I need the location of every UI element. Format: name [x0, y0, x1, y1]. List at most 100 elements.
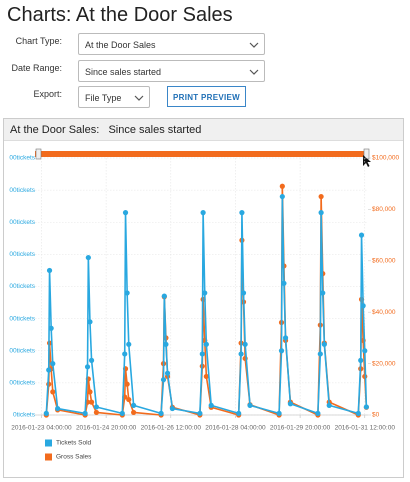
data-point [326, 402, 332, 408]
y2-tick-label: $0 [372, 412, 380, 419]
select[interactable]: At the Door Sales [78, 33, 265, 55]
data-point [87, 319, 93, 325]
x-tick-label: 2016-01-24 20:00:00 [76, 425, 137, 432]
series-line [45, 195, 368, 415]
field-label: Date Range: [11, 63, 62, 73]
data-point [247, 402, 253, 408]
data-point [360, 303, 366, 309]
data-point [161, 293, 167, 299]
data-point [317, 351, 323, 357]
data-point [46, 267, 53, 274]
navigator-handle[interactable] [35, 148, 42, 160]
data-point [203, 373, 209, 380]
data-point [124, 381, 130, 387]
data-point [355, 410, 361, 416]
data-point [363, 404, 369, 410]
legend-label: Gross Sales [56, 454, 92, 461]
data-point [240, 290, 247, 296]
data-point [163, 341, 169, 347]
data-point [46, 367, 52, 373]
data-point [203, 341, 209, 347]
y2-tick-label: $60,000 [372, 258, 396, 265]
data-point [169, 405, 176, 412]
data-point [87, 389, 93, 395]
data-point [279, 183, 285, 189]
y-tick-label: 00tickets [9, 187, 35, 194]
x-tick-label: 2016-01-29 20:00:00 [270, 425, 331, 432]
data-point [197, 410, 203, 416]
data-point [164, 370, 171, 376]
chevron [134, 95, 144, 101]
y2-tick-label: $20,000 [372, 360, 396, 367]
data-point [279, 193, 285, 200]
data-point [122, 351, 128, 357]
data-point [84, 364, 91, 370]
data-point [358, 357, 364, 363]
y-tick-label: 00tickets [9, 315, 35, 322]
navigator-bar [35, 151, 368, 157]
data-point [55, 405, 61, 412]
data-point [315, 410, 321, 416]
data-point [287, 401, 294, 407]
data-point [158, 410, 164, 416]
data-point [131, 402, 137, 408]
chart-panel: At the Door Sales: Since sales started [3, 118, 404, 478]
select[interactable]: Since sales started [78, 60, 265, 82]
y2-tick-label: $40,000 [372, 309, 396, 316]
data-point [238, 351, 244, 357]
y-tick-label: 00tickets [9, 155, 35, 162]
legend-swatch [45, 439, 52, 447]
x-tick-label: 2016-01-26 12:00:00 [141, 425, 202, 432]
y-tick-label: 00tickets [9, 380, 35, 387]
data-point [122, 210, 129, 216]
data-point [278, 348, 285, 354]
data-point [202, 290, 208, 296]
y2-tick-label: $100,000 [372, 155, 399, 162]
data-point [43, 410, 49, 416]
chart-title: At the Door Sales: [10, 124, 100, 136]
data-point [119, 410, 125, 416]
chart-subtitle: Since sales started [108, 124, 202, 136]
data-point [321, 341, 327, 347]
field-label: Export: [33, 89, 62, 99]
x-tick-label: 2016-01-31 12:00:00 [335, 425, 396, 432]
data-point [358, 232, 365, 238]
print-preview-button[interactable]: PRINT PREVIEW [167, 86, 246, 107]
select[interactable]: File Type [78, 86, 150, 108]
data-point [50, 389, 56, 395]
data-point [362, 348, 368, 354]
data-point [281, 280, 287, 286]
y-tick-label: 00tickets [9, 251, 35, 258]
data-point [131, 409, 137, 416]
data-point [160, 377, 167, 383]
data-point [199, 351, 205, 357]
chevron [249, 69, 259, 75]
x-tick-label: 2016-01-23 04:00:00 [11, 425, 72, 432]
data-point [320, 290, 326, 296]
data-point [242, 341, 248, 347]
data-point [48, 325, 54, 331]
select-value: File Type [85, 93, 122, 103]
data-point [126, 341, 132, 347]
page-title: Charts: At the Door Sales [7, 4, 233, 26]
data-point [318, 210, 324, 216]
y-tick-label: 00tickets [9, 219, 35, 226]
data-point [236, 410, 242, 416]
data-point [126, 396, 132, 403]
data-point [93, 404, 100, 410]
data-point [318, 193, 324, 200]
field-label: Chart Type: [15, 36, 62, 46]
y-tick-label: 00tickets [9, 347, 35, 354]
data-point [208, 402, 214, 408]
data-point [282, 335, 289, 341]
data-point [239, 210, 245, 216]
y-tick-label: 0tickets [13, 412, 36, 419]
data-point [93, 409, 100, 416]
y-tick-label: 00tickets [9, 283, 35, 290]
data-point [276, 410, 282, 416]
x-tick-label: 2016-01-28 04:00:00 [205, 425, 266, 432]
data-point [124, 290, 130, 296]
select-value: At the Door Sales [85, 40, 156, 50]
panel-header: At the Door Sales: Since sales started [4, 119, 403, 141]
select-value: Since sales started [85, 67, 162, 77]
